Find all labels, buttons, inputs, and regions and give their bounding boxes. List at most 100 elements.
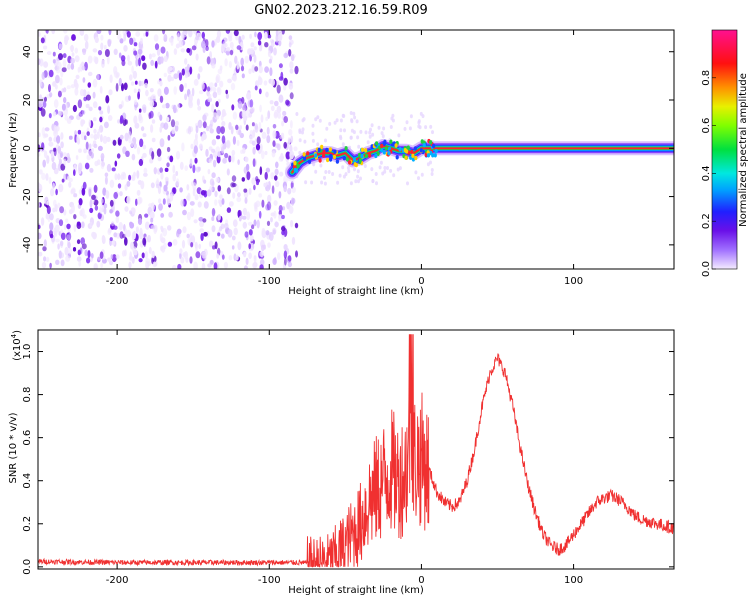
noise-speckle bbox=[149, 158, 154, 164]
noise-speckle bbox=[51, 30, 56, 35]
noise-speckle bbox=[78, 148, 82, 153]
noise-speckle bbox=[252, 158, 256, 168]
snr-frame bbox=[37, 329, 675, 570]
noise-speckle bbox=[60, 132, 64, 140]
noise-speckle bbox=[228, 254, 233, 261]
noise-speckle bbox=[217, 185, 222, 192]
ridge-blob bbox=[382, 150, 386, 155]
noise-speckle bbox=[231, 175, 237, 182]
noise-speckle bbox=[203, 179, 207, 184]
noise-speckle bbox=[172, 164, 176, 174]
noise-speckle bbox=[104, 176, 108, 185]
noise-speckle bbox=[133, 143, 138, 149]
noise-speckle bbox=[113, 225, 118, 230]
noise-speckle bbox=[265, 167, 271, 173]
noise-speckle bbox=[205, 125, 210, 132]
noise-speckle bbox=[265, 91, 269, 98]
noise-speckle bbox=[63, 30, 68, 34]
noise-speckle bbox=[108, 89, 113, 96]
noise-speckle bbox=[149, 110, 154, 119]
noise-speckle bbox=[175, 171, 179, 176]
noise-speckle bbox=[214, 82, 218, 88]
noise-speckle bbox=[223, 261, 228, 269]
noise-speckle bbox=[107, 227, 112, 234]
noise-speckle bbox=[283, 141, 288, 149]
noise-speckle bbox=[81, 221, 85, 229]
noise-speckle bbox=[134, 80, 138, 85]
noise-speckle bbox=[115, 216, 120, 224]
noise-speckle bbox=[244, 231, 249, 238]
noise-speckle bbox=[182, 226, 187, 234]
noise-speckle bbox=[84, 249, 88, 257]
noise-speckle bbox=[48, 176, 52, 184]
ridge-blob bbox=[345, 157, 349, 162]
noise-speckle bbox=[227, 229, 233, 238]
noise-speckle bbox=[207, 168, 211, 175]
noise-speckle bbox=[237, 192, 241, 198]
noise-speckle bbox=[83, 33, 89, 42]
snr-y-label: SNR (10 * v/v) bbox=[8, 412, 19, 483]
noise-speckle bbox=[339, 118, 343, 123]
noise-speckle bbox=[252, 262, 258, 269]
noise-speckle bbox=[60, 232, 66, 240]
noise-speckle bbox=[341, 142, 345, 147]
noise-speckle bbox=[216, 155, 221, 164]
noise-speckle bbox=[63, 224, 67, 231]
noise-speckle bbox=[287, 137, 291, 146]
noise-speckle bbox=[220, 126, 225, 135]
noise-speckle bbox=[61, 178, 65, 183]
noise-speckle bbox=[190, 208, 195, 218]
noise-speckle bbox=[258, 88, 262, 95]
noise-speckle bbox=[40, 37, 45, 44]
spectrogram-x-label: Height of straight line (km) bbox=[288, 286, 424, 297]
noise-speckle bbox=[283, 250, 288, 259]
ridge-blob bbox=[360, 147, 365, 152]
noise-speckle bbox=[86, 257, 91, 264]
noise-speckle bbox=[44, 96, 47, 102]
noise-speckle bbox=[263, 80, 268, 86]
ridge-blob bbox=[317, 147, 321, 153]
noise-speckle bbox=[290, 220, 294, 228]
noise-speckle bbox=[93, 199, 99, 206]
noise-speckle bbox=[253, 255, 257, 263]
noise-speckle bbox=[198, 90, 204, 95]
noise-speckle bbox=[357, 179, 360, 184]
noise-speckle bbox=[130, 207, 136, 212]
noise-speckle bbox=[159, 95, 164, 104]
noise-speckle bbox=[180, 199, 185, 207]
noise-speckle bbox=[142, 133, 147, 138]
noise-speckle bbox=[118, 52, 122, 59]
noise-speckle bbox=[211, 216, 215, 221]
noise-speckle bbox=[65, 255, 71, 262]
noise-speckle bbox=[83, 148, 87, 154]
noise-speckle bbox=[153, 34, 159, 42]
noise-speckle bbox=[53, 124, 58, 134]
noise-speckle bbox=[126, 195, 131, 205]
noise-speckle bbox=[268, 231, 274, 241]
noise-speckle bbox=[99, 110, 104, 115]
spectrogram-heatmap bbox=[38, 30, 674, 269]
noise-speckle bbox=[246, 211, 251, 221]
y-tick-label: 0.8 bbox=[22, 387, 33, 403]
ridge-blob bbox=[333, 149, 337, 154]
noise-speckle bbox=[131, 65, 134, 74]
noise-speckle bbox=[192, 182, 197, 191]
noise-speckle bbox=[41, 172, 46, 180]
noise-speckle bbox=[109, 199, 114, 207]
noise-speckle bbox=[403, 126, 407, 131]
noise-speckle bbox=[113, 232, 118, 238]
ridge-blob bbox=[357, 152, 362, 158]
noise-speckle bbox=[79, 209, 83, 217]
noise-speckle bbox=[139, 138, 144, 148]
noise-speckle bbox=[176, 32, 180, 42]
noise-speckle bbox=[356, 169, 360, 174]
noise-speckle bbox=[285, 99, 290, 106]
noise-speckle bbox=[265, 116, 269, 122]
noise-speckle bbox=[233, 227, 238, 236]
noise-speckle bbox=[233, 30, 239, 37]
noise-speckle bbox=[189, 201, 195, 206]
noise-speckle bbox=[147, 234, 152, 243]
spectrogram-x-ticks: -200 -100 0 100 bbox=[106, 30, 583, 287]
